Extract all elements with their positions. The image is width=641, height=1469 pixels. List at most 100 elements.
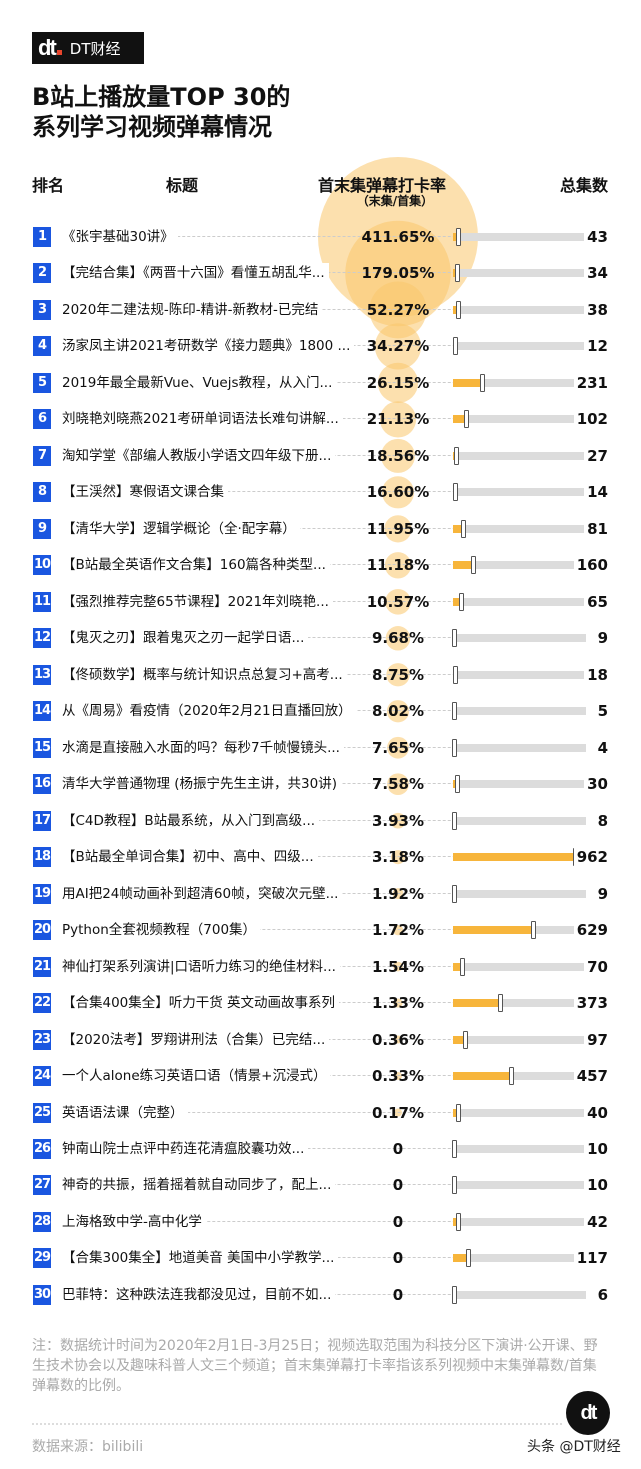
episodes-value: 4 xyxy=(594,736,608,759)
episodes-value: 9 xyxy=(594,627,608,650)
episodes-value: 27 xyxy=(584,444,608,467)
rank-badge: 15 xyxy=(33,737,51,758)
episodes-bar-marker xyxy=(454,775,460,794)
rate-value: 0 xyxy=(392,1140,404,1158)
episodes-bar-track xyxy=(453,1181,586,1190)
rate-label: 9.68% xyxy=(340,627,456,649)
episodes-bar-marker xyxy=(456,228,462,246)
episodes-value: 65 xyxy=(584,590,608,613)
episodes-bar-marker xyxy=(455,300,461,319)
table-row: 21 神仙打架系列演讲|口语听力练习的绝佳材料... 1.54% 70 xyxy=(0,952,641,982)
episodes-value: 70 xyxy=(584,955,608,978)
rate-label: 52.27% xyxy=(340,299,456,321)
rank-badge: 1 xyxy=(33,227,51,247)
episodes-bar-fill xyxy=(453,233,459,241)
table-row: 11 【强烈推荐完整65节课程】2021年刘晓艳... 10.57% 65 xyxy=(0,587,641,617)
video-title: 【鬼灭之刃】跟着鬼灭之刃一起学日语... xyxy=(62,628,309,649)
episodes-bar-marker xyxy=(451,702,457,721)
episodes-bar-marker xyxy=(461,519,467,538)
rate-value: 3.18% xyxy=(371,848,425,867)
video-title: 英语语法课（完整） xyxy=(62,1102,188,1123)
rank-badge: 22 xyxy=(33,993,51,1014)
header-rank: 排名 xyxy=(32,176,65,195)
episodes-bar-marker xyxy=(465,1249,471,1268)
episodes-bar-marker xyxy=(451,738,457,757)
table-row: 8 【王渓然】寒假语文课合集 16.60% 14 xyxy=(0,477,641,507)
rate-value: 0.33% xyxy=(371,1067,425,1086)
brand-name: DT财经 xyxy=(69,39,121,58)
leader-line xyxy=(62,527,581,529)
leader-line xyxy=(62,236,581,237)
episodes-bar-marker xyxy=(530,921,536,940)
rank-badge: 3 xyxy=(33,299,51,320)
rank-badge: 29 xyxy=(33,1248,51,1269)
rate-label: 16.60% xyxy=(340,481,456,503)
rate-label: 11.18% xyxy=(340,554,456,576)
table-row: 9 【清华大学】逻辑学概论（全·配字幕） 11.95% 81 xyxy=(0,514,641,544)
episodes-bar-track xyxy=(453,707,586,716)
episodes-bar-track xyxy=(453,415,586,424)
rank-badge: 26 xyxy=(33,1139,51,1159)
leader-line xyxy=(62,929,581,931)
episodes-value: 10 xyxy=(584,1138,608,1160)
video-title: 【合集300集全】地道美音 美国中小学教学... xyxy=(62,1248,339,1269)
table-row: 4 汤家凤主讲2021考研数学《接力题典》1800 ... 34.27% 12 xyxy=(0,331,641,361)
table-row: 23 【2020法考】罗翔讲刑法（合集）已完结... 0.36% 97 xyxy=(0,1025,641,1055)
episodes-bar-fill xyxy=(453,853,575,862)
rate-value: 3.93% xyxy=(371,811,425,830)
episodes-bar-fill xyxy=(453,415,466,424)
video-title: 淘知学堂《部编人教版小学语文四年级下册... xyxy=(62,445,336,466)
rank-badge: 18 xyxy=(33,847,51,868)
rate-label: 26.15% xyxy=(340,372,456,394)
footnote: 注：数据统计时间为2020年2月1日-3月25日；视频选取范围为科技分区下演讲·… xyxy=(32,1338,598,1394)
rank-badge: 14 xyxy=(33,701,51,722)
episodes-bar-marker xyxy=(463,1030,469,1049)
rate-value: 1.33% xyxy=(371,994,425,1013)
episodes-bar-track xyxy=(453,233,586,241)
rate-value: 11.95% xyxy=(366,519,430,538)
rate-value: 10.57% xyxy=(366,592,430,611)
rate-label: 8.02% xyxy=(340,700,456,722)
episodes-value: 34 xyxy=(584,262,608,285)
episodes-value: 8 xyxy=(594,809,608,832)
video-title: 【王渓然】寒假语文课合集 xyxy=(62,482,228,503)
rate-label: 0 xyxy=(340,1174,456,1196)
rate-value: 0.36% xyxy=(371,1030,425,1049)
episodes-value: 81 xyxy=(584,517,608,540)
episodes-bar-fill xyxy=(453,378,483,387)
episodes-bar-fill xyxy=(453,1254,468,1263)
episodes-bar-fill xyxy=(453,269,458,278)
table-row: 18 【B站最全单词合集】初中、高中、四级... 3.18% 962 xyxy=(0,842,641,872)
episodes-bar-marker xyxy=(459,592,465,611)
header-episodes: 总集数 xyxy=(559,176,608,195)
rate-label: 7.58% xyxy=(340,773,456,795)
video-title: 【B站最全单词合集】初中、高中、四级... xyxy=(62,847,318,868)
video-title: 2020年二建法规-陈印-精讲-新教材-已完结 xyxy=(62,299,323,320)
video-title: 清华大学普通物理 (杨振宁先生主讲，共30讲) xyxy=(62,774,342,795)
rate-label: 8.75% xyxy=(340,664,456,686)
video-title: 【合集400集全】听力干货 英文动画故事系列 xyxy=(62,993,340,1014)
episodes-bar-marker xyxy=(452,337,458,356)
episodes-bar-track xyxy=(453,561,586,570)
episodes-value: 6 xyxy=(594,1283,608,1306)
rank-badge: 9 xyxy=(33,518,51,539)
video-title: 从《周易》看疫情（2020年2月21日直播回放） xyxy=(62,701,356,722)
page-title: B站上播放量TOP 30的 系列学习视频弹幕情况 xyxy=(32,82,290,142)
episodes-bar-marker xyxy=(452,884,458,903)
episodes-value: 962 xyxy=(573,846,608,869)
episodes-bar-track xyxy=(453,962,586,971)
episodes-bar-track xyxy=(453,488,586,497)
rate-value: 21.13% xyxy=(366,410,430,429)
rank-badge: 28 xyxy=(33,1211,51,1232)
video-title: 用AI把24帧动画补到超清60帧，突破次元壁... xyxy=(62,883,343,904)
rate-label: 0 xyxy=(340,1247,456,1269)
table-row: 10 【B站最全英语作文合集】160篇各种类型... 11.18% 160 xyxy=(0,550,641,580)
episodes-bar-track xyxy=(453,1217,586,1226)
rank-badge: 24 xyxy=(33,1066,51,1087)
rate-value: 0 xyxy=(392,1249,404,1268)
rate-label: 0 xyxy=(340,1211,456,1233)
episodes-bar-marker xyxy=(456,1103,462,1122)
episodes-value: 43 xyxy=(584,226,608,248)
video-title: 【2020法考】罗翔讲刑法（合集）已完结... xyxy=(62,1029,330,1050)
episodes-value: 97 xyxy=(584,1028,608,1051)
